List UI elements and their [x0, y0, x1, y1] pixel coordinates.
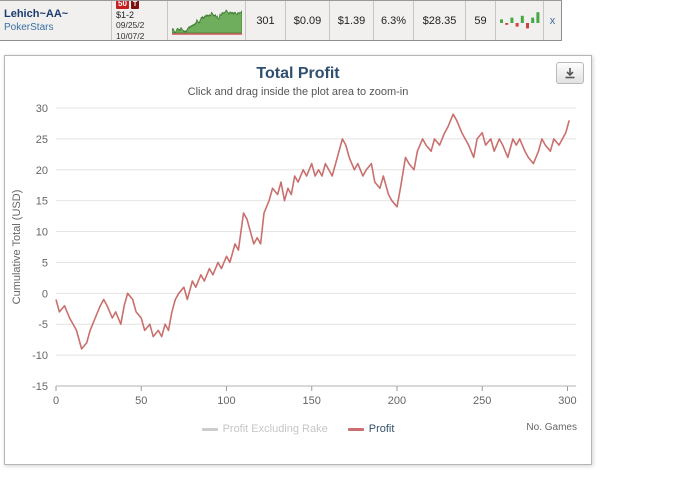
date-to: 10/07/2 — [116, 31, 145, 40]
svg-text:10: 10 — [36, 227, 48, 239]
limit-badge: 50 — [116, 1, 129, 10]
stakes-label: $1-2 — [116, 10, 135, 21]
svg-text:30: 30 — [36, 103, 48, 115]
export-chart-button[interactable] — [556, 62, 584, 84]
close-cell: x — [544, 1, 562, 40]
mini-bar-chart[interactable] — [498, 7, 542, 35]
chart-title: Total Profit — [256, 65, 340, 82]
chart-area: -15 -10 -5 0 5 10 15 20 25 30 0 50 100 150 200 250 300 Cu… — [6, 102, 591, 419]
legend-label: Profit — [368, 423, 395, 435]
stat-roi: 6.3% — [374, 1, 414, 40]
date-range: 09/25/2 10/07/2 — [116, 20, 163, 40]
svg-text:25: 25 — [36, 134, 48, 146]
svg-text:15: 15 — [36, 196, 48, 208]
stat-total-profit: $28.35 — [414, 1, 466, 40]
svg-text:5: 5 — [42, 257, 48, 269]
svg-text:100: 100 — [217, 395, 235, 407]
player-cell: Lehich~AA~ PokerStars — [0, 1, 112, 40]
legend-swatch — [201, 427, 218, 431]
svg-text:20: 20 — [36, 165, 48, 177]
total-profit-panel: Total Profit Click and drag inside the p… — [4, 55, 592, 465]
svg-text:50: 50 — [135, 395, 147, 407]
date-from: 09/25/2 — [116, 20, 145, 31]
legend-item-profit[interactable]: Profit — [347, 423, 395, 435]
legend-item-profit-excluding-rake[interactable]: Profit Excluding Rake — [201, 423, 328, 435]
player-name-link[interactable]: Lehich~AA~ — [4, 8, 69, 20]
chart-subtitle: Click and drag inside the plot area to z… — [187, 86, 409, 98]
svg-text:250: 250 — [473, 395, 491, 407]
mini-bars-cell[interactable] — [496, 1, 544, 40]
legend-label: Profit Excluding Rake — [222, 423, 328, 435]
game-type-badge: T — [130, 1, 140, 9]
svg-text:0: 0 — [42, 288, 48, 300]
svg-text:-10: -10 — [32, 350, 48, 362]
results-row: Lehich~AA~ PokerStars 50 T $1-2 09/25/2 … — [0, 0, 562, 41]
close-link[interactable]: x — [549, 14, 556, 27]
stat-games: 301 — [246, 1, 286, 40]
stat-avg-stake: $0.09 — [286, 1, 330, 40]
sparkline-chart[interactable] — [171, 7, 242, 35]
x-axis-title: No. Games — [526, 422, 577, 433]
stat-ability: 59 — [466, 1, 496, 40]
legend-swatch — [347, 427, 364, 431]
stakes-cell: 50 T $1-2 09/25/2 10/07/2 — [112, 1, 168, 40]
svg-text:0: 0 — [53, 395, 59, 407]
site-link[interactable]: PokerStars — [4, 22, 54, 33]
svg-text:300: 300 — [558, 395, 576, 407]
download-icon — [565, 68, 575, 79]
svg-text:Cumulative Total (USD): Cumulative Total (USD) — [11, 190, 23, 305]
svg-text:150: 150 — [303, 395, 321, 407]
svg-text:-15: -15 — [32, 381, 48, 393]
svg-text:200: 200 — [388, 395, 406, 407]
legend: Profit Excluding Rake Profit — [5, 419, 591, 439]
chart-footer: Profit Excluding Rake Profit No. Games — [5, 419, 591, 439]
sparkline-cell[interactable] — [168, 1, 246, 40]
stat-avg-profit: $1.39 — [330, 1, 374, 40]
svg-text:-5: -5 — [38, 319, 48, 331]
